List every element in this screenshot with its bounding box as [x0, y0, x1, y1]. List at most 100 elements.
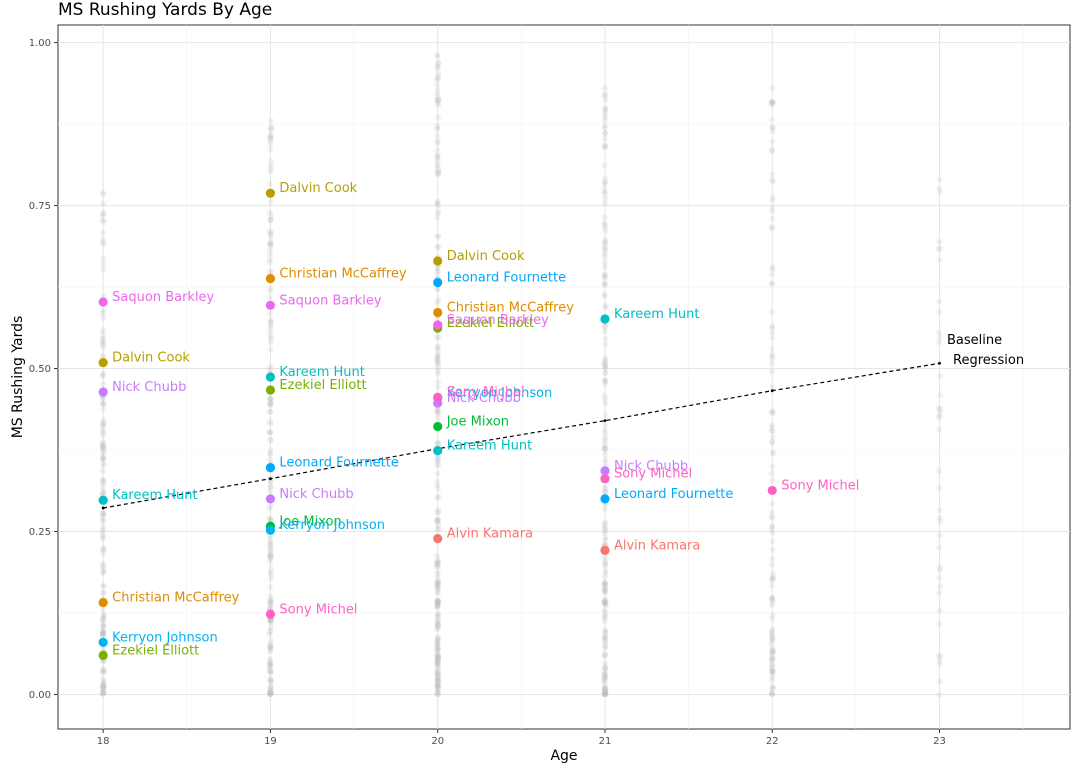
background-point	[601, 220, 608, 227]
background-point	[434, 358, 441, 365]
background-point	[602, 227, 609, 234]
background-point	[602, 304, 609, 311]
background-point	[267, 660, 274, 667]
label-kareem-hunt: Kareem Hunt	[447, 439, 532, 454]
background-point	[937, 583, 944, 590]
background-point	[100, 568, 107, 575]
background-point	[602, 686, 609, 693]
background-point	[769, 674, 776, 681]
background-point	[267, 604, 274, 611]
background-point	[434, 689, 441, 696]
background-point	[266, 251, 273, 258]
background-point	[267, 450, 274, 457]
background-point	[434, 660, 441, 667]
background-point	[434, 407, 441, 414]
background-point	[267, 397, 274, 404]
background-point	[434, 197, 441, 204]
background-point	[768, 309, 775, 316]
background-point	[434, 76, 441, 83]
background-point	[936, 563, 943, 570]
background-point	[602, 688, 609, 695]
background-point	[769, 100, 776, 107]
background-point	[769, 625, 776, 632]
background-point	[267, 690, 274, 697]
background-point	[601, 687, 608, 694]
background-point	[435, 101, 442, 108]
background-point	[601, 271, 608, 278]
background-point	[601, 378, 608, 385]
background-point	[768, 99, 775, 106]
background-point	[267, 134, 274, 141]
background-point	[601, 673, 608, 680]
background-point	[602, 377, 609, 384]
label-christian-mccaffrey: Christian McCaffrey	[447, 300, 575, 315]
background-point	[435, 525, 442, 532]
background-point	[601, 117, 608, 124]
background-point	[267, 401, 274, 408]
label-kerryon-johnson: Kerryon Johnson	[279, 518, 385, 533]
background-point	[434, 655, 441, 662]
background-point	[267, 165, 274, 172]
background-point	[434, 285, 441, 292]
background-point	[434, 672, 441, 679]
background-point	[435, 654, 442, 661]
background-point	[601, 677, 608, 684]
point-dalvin-cook	[98, 358, 108, 368]
point-nick-chubb	[98, 387, 108, 397]
background-point	[936, 620, 943, 627]
background-point	[434, 360, 441, 367]
background-point	[434, 571, 441, 578]
background-point	[601, 446, 608, 453]
background-point	[768, 690, 775, 697]
background-point	[434, 599, 441, 606]
background-point	[99, 681, 106, 688]
background-point	[769, 351, 776, 358]
background-point	[434, 334, 441, 341]
background-point	[937, 245, 944, 252]
background-point	[435, 360, 442, 367]
point-ezekiel-elliott	[265, 385, 276, 395]
background-point	[267, 644, 274, 651]
background-point	[434, 683, 441, 690]
background-point	[434, 668, 441, 675]
background-point	[267, 617, 274, 624]
point-leonard-fournette	[433, 277, 443, 288]
background-point	[769, 538, 776, 545]
background-point	[267, 690, 274, 697]
background-point	[100, 478, 107, 485]
background-point	[768, 691, 775, 698]
background-point	[769, 264, 776, 271]
point-christian-mccaffrey	[265, 273, 276, 284]
background-point	[435, 409, 442, 416]
background-point	[936, 425, 943, 432]
background-point	[435, 656, 442, 663]
background-point	[266, 395, 273, 402]
background-point	[266, 641, 273, 648]
background-point	[100, 683, 107, 690]
y-tick-label: 1.00	[29, 38, 51, 49]
background-point	[601, 135, 608, 142]
background-point	[267, 619, 274, 626]
background-point	[100, 336, 107, 343]
background-point	[601, 239, 608, 246]
background-point	[936, 691, 943, 698]
background-point	[769, 570, 776, 577]
background-point	[601, 144, 608, 151]
background-point	[267, 162, 274, 169]
background-point	[602, 130, 609, 137]
background-point	[434, 683, 441, 690]
background-point	[99, 631, 106, 638]
background-point	[601, 677, 608, 684]
background-point	[100, 456, 107, 463]
background-point	[434, 681, 441, 688]
background-point	[601, 686, 608, 693]
background-point	[768, 657, 775, 664]
background-point	[434, 654, 441, 661]
background-point	[267, 618, 274, 625]
background-point	[769, 645, 776, 652]
background-point	[434, 93, 441, 100]
regression-point	[603, 419, 607, 423]
background-point	[267, 691, 274, 698]
background-point	[100, 545, 107, 552]
background-point	[100, 684, 107, 691]
